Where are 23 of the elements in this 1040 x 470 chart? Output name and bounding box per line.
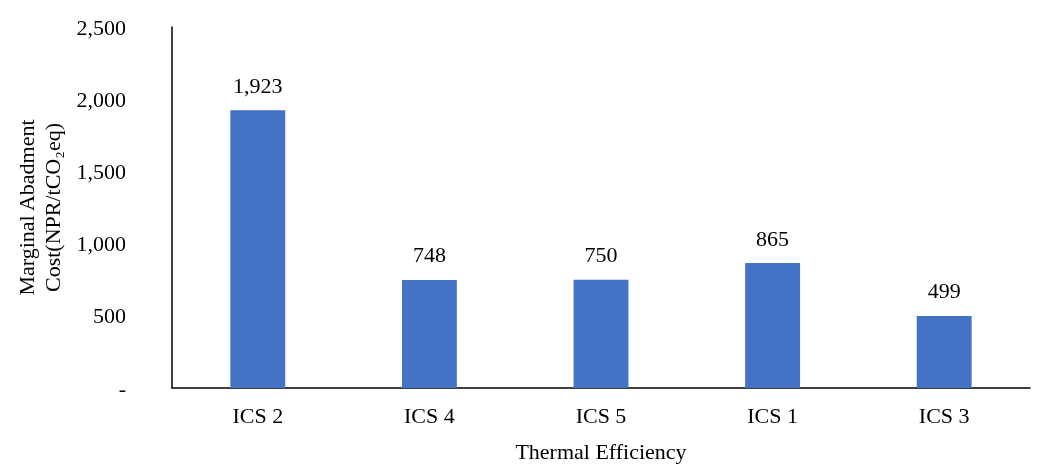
x-tick-label: ICS 3 <box>918 402 970 428</box>
data-label: 748 <box>412 242 446 268</box>
y-tick-label: 1,500 <box>76 158 126 184</box>
bar <box>573 279 629 388</box>
bar <box>745 263 801 388</box>
x-tick-label: ICS 1 <box>747 402 798 428</box>
bar <box>916 315 972 388</box>
y-tick-label: 1,000 <box>76 231 126 257</box>
x-axis-title: Thermal Efficiency <box>515 438 687 464</box>
data-label: 1,923 <box>233 72 283 98</box>
y-tick-label: 500 <box>93 303 126 329</box>
data-label: 750 <box>584 242 618 268</box>
y-axis-title: Marginal Abadment Cost(NPR/tCO₂eq) <box>14 119 66 296</box>
y-tick-label: - <box>118 375 126 401</box>
x-tick-label: ICS 5 <box>575 402 627 428</box>
x-tick-label: ICS 4 <box>404 402 455 428</box>
y-tick-label: 2,500 <box>76 14 126 40</box>
data-label: 499 <box>927 278 961 304</box>
x-tick-label: ICS 2 <box>232 402 284 428</box>
y-tick-label: 2,000 <box>76 86 126 112</box>
bar <box>230 110 286 388</box>
bar <box>401 279 457 388</box>
data-label: 865 <box>756 225 790 251</box>
